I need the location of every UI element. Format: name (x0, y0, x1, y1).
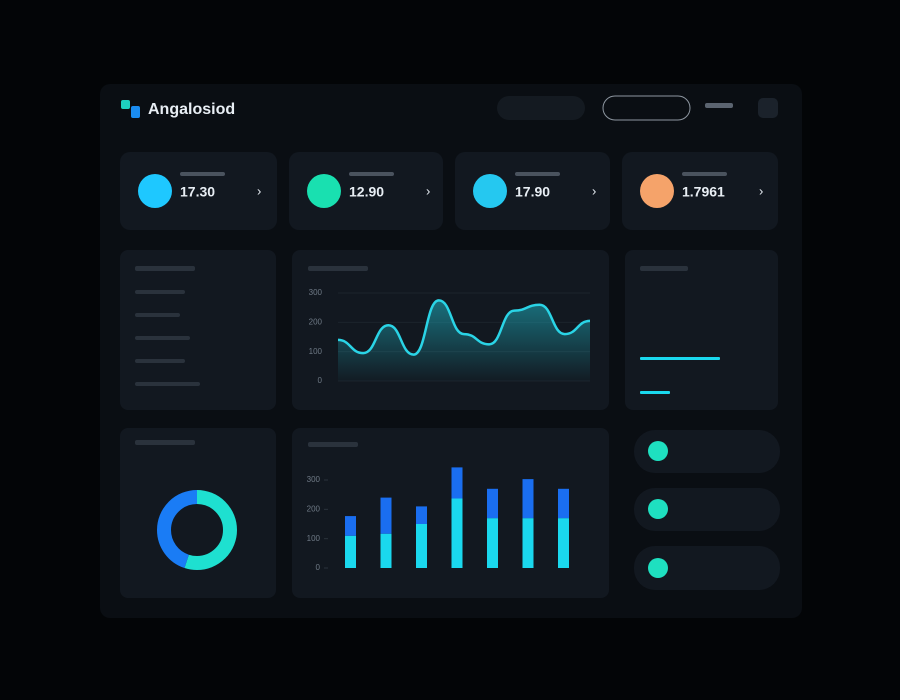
stat-icon (307, 174, 341, 208)
bar (558, 518, 569, 568)
bar (345, 535, 356, 568)
stat-arrow: › (257, 183, 261, 198)
card (289, 152, 443, 230)
row (308, 266, 368, 271)
stat-icon (473, 174, 507, 208)
progress (640, 357, 720, 360)
bar (345, 516, 356, 536)
y-tick-label: 200 (307, 504, 321, 513)
row (308, 442, 358, 447)
y-tick-label: 100 (309, 347, 323, 356)
y-tick-label: 200 (309, 317, 323, 326)
stat-value: 17.90 (515, 184, 550, 200)
panel (120, 428, 276, 598)
logo (121, 100, 130, 109)
row (135, 440, 195, 445)
bar (416, 506, 427, 524)
stat-value: 1.7961 (682, 184, 725, 200)
pill-card (634, 546, 780, 590)
stat-caption (682, 172, 727, 176)
row (640, 266, 688, 271)
bar (487, 488, 498, 519)
stat-arrow: › (426, 183, 430, 198)
pill-icon (648, 499, 668, 519)
bar (416, 524, 427, 568)
icon-button[interactable] (758, 98, 778, 118)
pill-icon (648, 441, 668, 461)
stat-arrow: › (592, 183, 596, 198)
progress (640, 391, 670, 394)
y-tick-label: 300 (309, 288, 323, 297)
pill-card (634, 488, 780, 531)
stat-caption (349, 172, 394, 176)
row (135, 336, 190, 340)
row (135, 382, 200, 386)
y-tick-label: 100 (307, 534, 321, 543)
pill-icon (648, 558, 668, 578)
card (622, 152, 778, 230)
line-area (338, 300, 590, 381)
bar (451, 498, 463, 568)
bar (380, 497, 392, 534)
stat-caption (515, 172, 560, 176)
row (135, 266, 195, 271)
y-tick-label: 0 (318, 376, 323, 385)
app-title: Angalosiod (148, 101, 235, 118)
y-tick-label: 300 (307, 475, 321, 484)
bar (522, 518, 534, 568)
bar (522, 479, 534, 519)
button[interactable] (602, 95, 691, 121)
dropdown[interactable] (497, 96, 585, 120)
bar (380, 533, 392, 568)
row (135, 313, 180, 317)
pill-card (634, 430, 780, 473)
card (455, 152, 610, 230)
stat-caption (180, 172, 225, 176)
stat-icon (640, 174, 674, 208)
stat-arrow: › (759, 183, 763, 198)
logo (131, 106, 140, 118)
stat-value: 17.30 (180, 184, 215, 200)
stat-value: 12.90 (349, 184, 384, 200)
menu[interactable] (705, 103, 733, 108)
stat-icon (138, 174, 172, 208)
line (337, 299, 591, 356)
bar (487, 518, 498, 568)
bar (558, 488, 569, 519)
y-tick-label: 0 (316, 563, 321, 572)
row (135, 290, 185, 294)
panel (625, 250, 778, 410)
bar (451, 467, 463, 499)
list (135, 266, 720, 447)
card (120, 152, 277, 230)
donut-segment (157, 490, 237, 570)
row (135, 359, 185, 363)
